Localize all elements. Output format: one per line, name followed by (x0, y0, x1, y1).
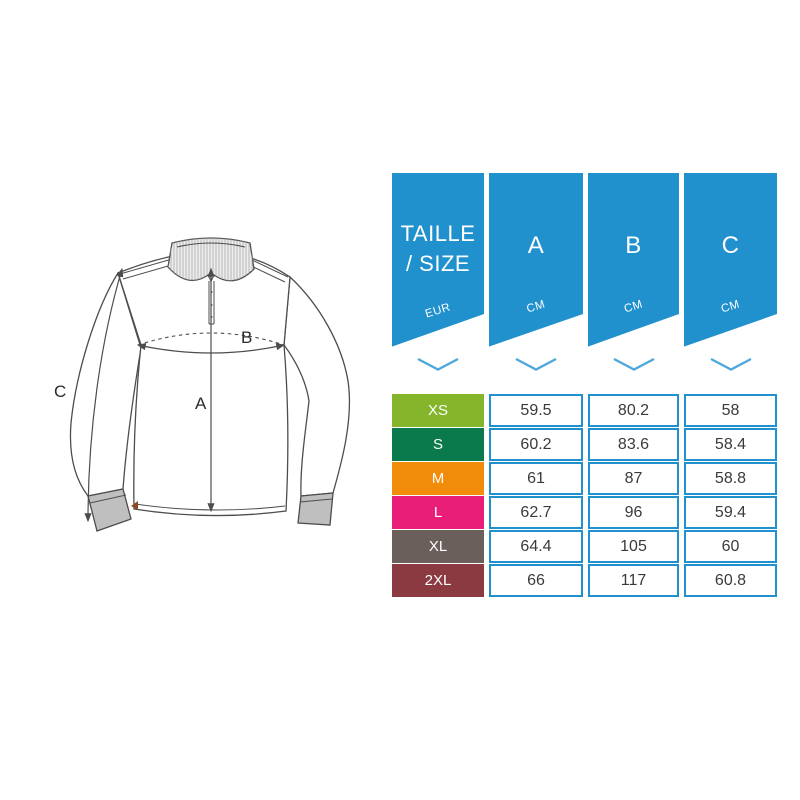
value-cell: 117 (588, 564, 679, 597)
value-cell: 59.5 (489, 394, 583, 427)
header-cell-a-bg: A CM (489, 173, 583, 347)
torso (117, 250, 291, 517)
header-cell-b: B CM (588, 173, 679, 390)
measure-a-line: A (195, 267, 215, 513)
chevron-down-icon[interactable] (612, 357, 656, 377)
measure-a-label: A (195, 394, 207, 413)
value-cell: 64.4 (489, 530, 583, 563)
header-cell-a: A CM (489, 173, 583, 390)
value-cell: 66 (489, 564, 583, 597)
measure-c-line: C (54, 267, 124, 523)
size-table: TAILLE / SIZE EUR A CM (392, 173, 777, 598)
header-cell-c: C CM (684, 173, 777, 390)
value-cell: 96 (588, 496, 679, 529)
table-row-2xl: 2XL 66 117 60.8 (392, 564, 777, 597)
value-cell: 59.4 (684, 496, 777, 529)
header-cell-c-bg: C CM (684, 173, 777, 347)
value-cell: 62.7 (489, 496, 583, 529)
unit-label-cm-a: CM (525, 298, 547, 316)
header-cell-size: TAILLE / SIZE EUR (392, 173, 484, 390)
value-cell: 58.4 (684, 428, 777, 461)
size-badge: 2XL (392, 564, 484, 597)
size-badge: XS (392, 394, 484, 427)
value-cell: 60.2 (489, 428, 583, 461)
table-row-l: L 62.7 96 59.4 (392, 496, 777, 529)
size-badge: XL (392, 530, 484, 563)
chevron-down-icon[interactable] (416, 357, 460, 377)
column-b-title: B (625, 232, 642, 259)
header-cell-b-bg: B CM (588, 173, 679, 347)
unit-label-cm-b: CM (622, 298, 645, 316)
size-title-line1: TAILLE (400, 221, 476, 246)
table-row-xs: XS 59.5 80.2 58 (392, 394, 777, 427)
table-row-m: M 61 87 58.8 (392, 462, 777, 495)
unit-label-cm-c: CM (719, 298, 742, 316)
column-a-title: A (527, 232, 545, 259)
chevron-down-icon[interactable] (709, 357, 753, 377)
value-cell: 60 (684, 530, 777, 563)
chevron-down-icon[interactable] (514, 357, 558, 377)
value-cell: 80.2 (588, 394, 679, 427)
size-badge: L (392, 496, 484, 529)
table-row-xl: XL 64.4 105 60 (392, 530, 777, 563)
column-c-title: C (721, 232, 740, 259)
size-table-body: XS 59.5 80.2 58 S 60.2 83.6 58.4 M 61 87… (392, 394, 777, 597)
garment-drawing-svg: B A C (54, 237, 351, 532)
size-badge: M (392, 462, 484, 495)
value-cell: 105 (588, 530, 679, 563)
size-title-line2: / SIZE (405, 251, 471, 276)
unit-label-eur: EUR (423, 301, 453, 321)
garment-diagram: B A C (38, 193, 378, 558)
value-cell: 83.6 (588, 428, 679, 461)
value-cell: 61 (489, 462, 583, 495)
measure-c-label: C (54, 382, 66, 401)
size-column-title: TAILLE / SIZE (392, 219, 484, 279)
header-cell-size-bg: TAILLE / SIZE EUR (392, 173, 484, 347)
measure-b-label: B (241, 328, 252, 347)
table-row-s: S 60.2 83.6 58.4 (392, 428, 777, 461)
size-badge: S (392, 428, 484, 461)
hem-tag (131, 501, 138, 510)
value-cell: 87 (588, 462, 679, 495)
value-cell: 58 (684, 394, 777, 427)
value-cell: 58.8 (684, 462, 777, 495)
value-cell: 60.8 (684, 564, 777, 597)
collar (167, 237, 255, 283)
size-table-header: TAILLE / SIZE EUR A CM (392, 173, 777, 390)
